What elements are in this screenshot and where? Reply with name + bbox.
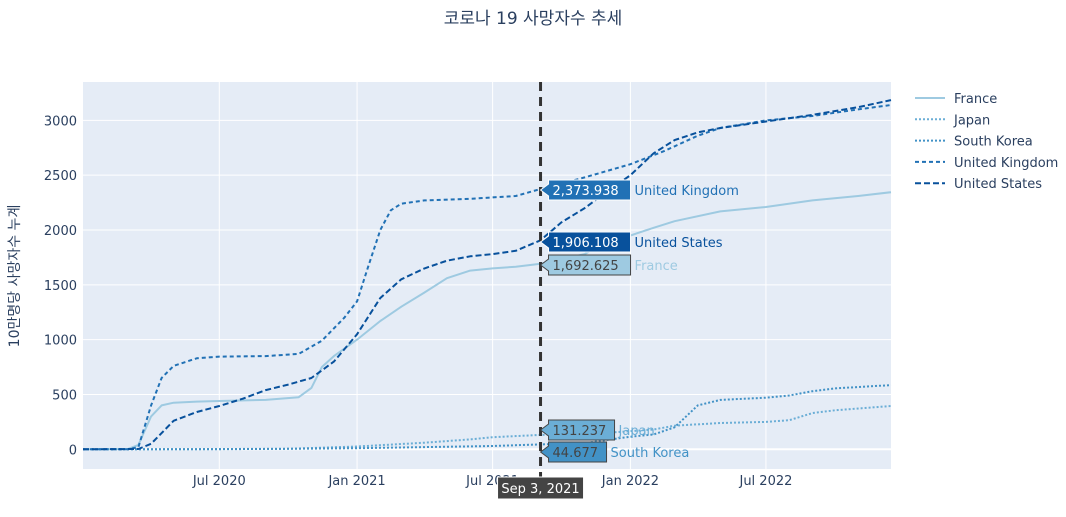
- hover-label-series-name: Japan: [618, 424, 655, 439]
- legend-item-south-korea[interactable]: South Korea: [915, 135, 1033, 150]
- x-tick-label: Jan 2021: [327, 474, 385, 489]
- hover-label-value: 1,906.108: [553, 236, 619, 251]
- hover-label-france: 1,692.625 France: [539, 254, 678, 276]
- legend-item-united-kingdom[interactable]: United Kingdom: [915, 156, 1058, 171]
- hover-label-japan: 131.237 Japan: [539, 419, 655, 441]
- hover-x-label-group: Sep 3, 2021: [497, 476, 585, 500]
- hover-label-united-states: 1,906.108 United States: [539, 231, 723, 253]
- series-line-united-states[interactable]: [82, 99, 892, 451]
- y-tick-label: 3000: [44, 114, 77, 129]
- hover-label-box: [539, 231, 632, 253]
- hover-x-label-box: [497, 476, 585, 500]
- legend-label: France: [954, 92, 997, 107]
- hover-label-series-name: France: [635, 259, 678, 274]
- legend-label: United States: [954, 177, 1042, 192]
- x-tick-label: Jan 2022: [601, 474, 659, 489]
- chart-title: 코로나 19 사망자수 추세: [444, 9, 623, 29]
- legend-item-united-states[interactable]: United States: [915, 177, 1042, 192]
- series-lines: [82, 99, 892, 451]
- legend-label: Japan: [953, 113, 990, 128]
- hover-label-series-name: United Kingdom: [635, 184, 739, 199]
- x-tick-label: Jul 2022: [738, 474, 792, 489]
- y-tick-label: 1000: [44, 334, 77, 349]
- hover-x-label: Sep 3, 2021: [501, 482, 579, 497]
- y-tick-label: 1500: [44, 279, 77, 294]
- hover-label-box: [539, 179, 632, 201]
- plot-area[interactable]: [83, 82, 891, 469]
- legend-item-japan[interactable]: Japan: [915, 113, 990, 128]
- y-axis-ticks: 0 500 1000 1500 2000 2500 3000: [44, 114, 77, 458]
- hover-label-value: 1,692.625: [553, 259, 619, 274]
- hover-label-box: [539, 441, 608, 463]
- hover-label-south-korea: 44.677 South Korea: [539, 441, 690, 463]
- series-line-united-kingdom[interactable]: [83, 104, 892, 451]
- y-tick-label: 0: [69, 443, 77, 458]
- hover-label-series-name: South Korea: [611, 446, 690, 461]
- legend-label: South Korea: [954, 135, 1033, 150]
- hover-label-series-name: United States: [635, 236, 723, 251]
- hover-label-box: [539, 419, 616, 441]
- series-line-south-korea[interactable]: [83, 384, 892, 451]
- hover-label-value: 131.237: [553, 424, 607, 439]
- series-line-france[interactable]: [82, 191, 892, 451]
- y-tick-label: 2500: [44, 169, 77, 184]
- hover-label-value: 44.677: [553, 446, 599, 461]
- hover-label-box: [539, 254, 632, 276]
- legend[interactable]: France Japan South Korea United Kingdom Unit…: [915, 92, 1058, 192]
- hover-labels: 2,373.938 United Kingdom 1,906.108 United S…: [539, 179, 739, 463]
- legend-item-france[interactable]: France: [915, 92, 997, 107]
- hover-label-value: 2,373.938: [553, 184, 619, 199]
- hover-label-united-kingdom: 2,373.938 United Kingdom: [539, 179, 739, 201]
- legend-label: United Kingdom: [954, 156, 1058, 171]
- y-tick-label: 2000: [44, 224, 77, 239]
- y-tick-label: 500: [52, 388, 77, 403]
- y-axis-title: 10만명당 사망자수 누계: [7, 205, 23, 348]
- x-tick-label: Jul 2020: [192, 474, 246, 489]
